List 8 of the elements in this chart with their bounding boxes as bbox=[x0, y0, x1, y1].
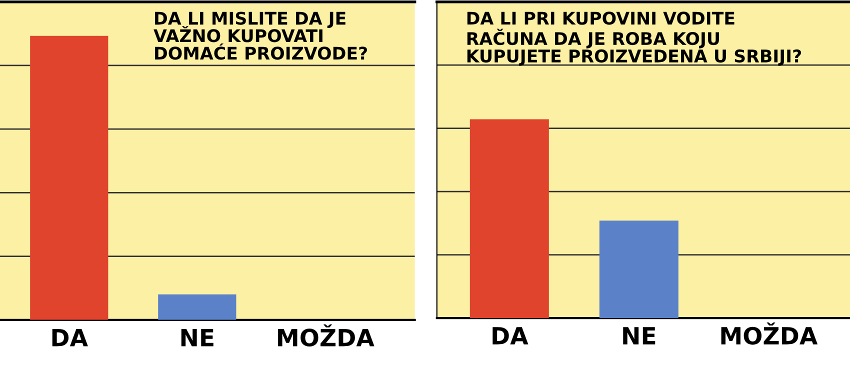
x-tick-label: NE bbox=[623, 327, 656, 344]
x-tick-label: NE bbox=[181, 328, 214, 346]
x-tick-label: MOŽDA bbox=[721, 322, 818, 345]
x-tick-label: DA bbox=[52, 328, 88, 346]
chart-title: DA LI PRI KUPOVINI VODITE RAČUNA DA JE ROBA KOJU KUPUJETE PROIZVEDENA U SRBIJI? bbox=[467, 12, 801, 66]
x-tick-label: DA bbox=[492, 327, 528, 344]
x-tick-label: MOŽDA bbox=[278, 324, 374, 347]
chart-title: DA LI MISLITE DA JE VAŽNO KUPOVATI DOMAĆE PROIZVODE? bbox=[154, 12, 368, 60]
